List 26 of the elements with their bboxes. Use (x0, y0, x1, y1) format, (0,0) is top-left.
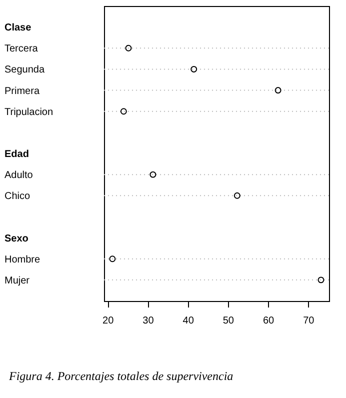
x-tick-label: 40 (182, 316, 194, 326)
y-tick-label: Mujer (4, 275, 30, 286)
y-tick-label: Adulto (4, 170, 34, 182)
x-tick-label: 20 (102, 316, 114, 326)
x-tick-label: 70 (303, 316, 315, 326)
text: Figura 4. Porcentajes totales de supervivencia (8, 369, 234, 383)
x-tick-label: 50 (222, 316, 234, 326)
y-tick-label: Tripulacion (4, 106, 54, 118)
point (109, 256, 116, 262)
y-tick-label: Edad (4, 149, 29, 160)
y-tick-label: Segunda (4, 64, 45, 76)
x-tick-label: 30 (142, 316, 154, 326)
y-tick-label: Hombre (4, 254, 41, 266)
point (150, 171, 156, 178)
point (274, 87, 282, 94)
point (190, 66, 198, 72)
y-tick-label: Clase (4, 22, 32, 34)
y-tick-label: Primera (4, 86, 40, 97)
y-tick-label: Chico (4, 191, 31, 202)
point (125, 44, 132, 52)
y-tick-label: Sexo (4, 233, 28, 244)
y-tick-label: Tercera (4, 44, 38, 55)
point (120, 108, 127, 115)
point (318, 276, 324, 284)
point (234, 192, 240, 199)
x-tick-label: 60 (262, 316, 275, 326)
